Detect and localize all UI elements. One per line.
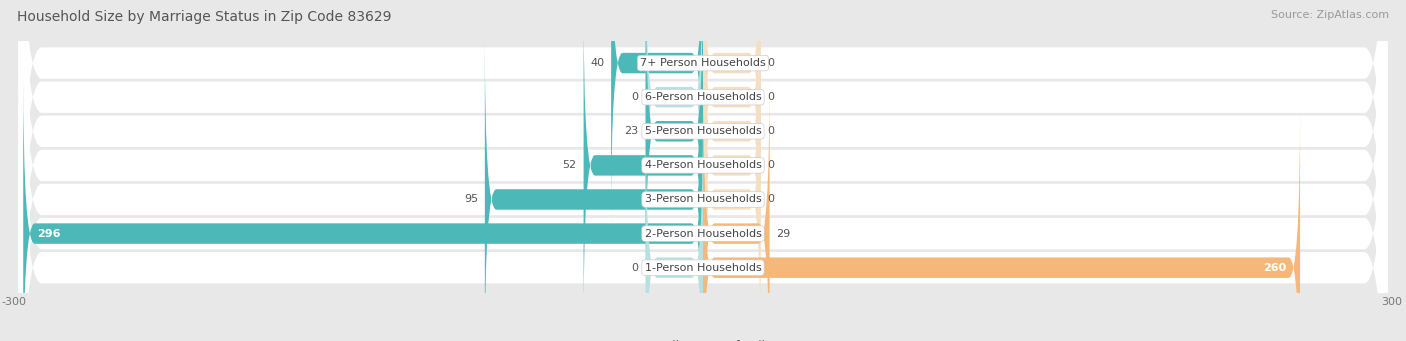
Text: 1-Person Households: 1-Person Households (644, 263, 762, 273)
FancyBboxPatch shape (18, 0, 1388, 341)
FancyBboxPatch shape (703, 107, 1301, 341)
Text: Household Size by Marriage Status in Zip Code 83629: Household Size by Marriage Status in Zip… (17, 10, 391, 24)
Text: 0: 0 (631, 92, 638, 102)
Text: 0: 0 (631, 263, 638, 273)
Text: 0: 0 (768, 58, 775, 68)
Text: 260: 260 (1263, 263, 1286, 273)
Text: 6-Person Households: 6-Person Households (644, 92, 762, 102)
FancyBboxPatch shape (645, 0, 703, 292)
FancyBboxPatch shape (645, 0, 703, 257)
FancyBboxPatch shape (703, 0, 761, 292)
Legend: Family, Nonfamily: Family, Nonfamily (628, 336, 778, 341)
Text: 0: 0 (768, 126, 775, 136)
FancyBboxPatch shape (18, 0, 1388, 341)
FancyBboxPatch shape (703, 0, 761, 223)
Text: 95: 95 (464, 194, 478, 205)
Text: 40: 40 (591, 58, 605, 68)
FancyBboxPatch shape (703, 39, 761, 341)
FancyBboxPatch shape (703, 5, 761, 326)
FancyBboxPatch shape (612, 0, 703, 223)
FancyBboxPatch shape (24, 73, 703, 341)
FancyBboxPatch shape (18, 0, 1388, 341)
Text: 4-Person Households: 4-Person Households (644, 160, 762, 170)
Text: 7+ Person Households: 7+ Person Households (640, 58, 766, 68)
Text: 2-Person Households: 2-Person Households (644, 228, 762, 239)
Text: Source: ZipAtlas.com: Source: ZipAtlas.com (1271, 10, 1389, 20)
FancyBboxPatch shape (485, 39, 703, 341)
Text: 52: 52 (562, 160, 576, 170)
Text: 23: 23 (624, 126, 638, 136)
Text: 0: 0 (768, 92, 775, 102)
Text: 3-Person Households: 3-Person Households (644, 194, 762, 205)
FancyBboxPatch shape (583, 5, 703, 326)
Text: 5-Person Households: 5-Person Households (644, 126, 762, 136)
FancyBboxPatch shape (703, 0, 761, 257)
FancyBboxPatch shape (703, 73, 769, 341)
FancyBboxPatch shape (18, 0, 1388, 341)
FancyBboxPatch shape (18, 0, 1388, 341)
Text: 29: 29 (776, 228, 790, 239)
Text: 296: 296 (37, 228, 60, 239)
FancyBboxPatch shape (18, 0, 1388, 341)
FancyBboxPatch shape (645, 107, 703, 341)
Text: 0: 0 (768, 160, 775, 170)
FancyBboxPatch shape (18, 0, 1388, 341)
Text: 0: 0 (768, 194, 775, 205)
